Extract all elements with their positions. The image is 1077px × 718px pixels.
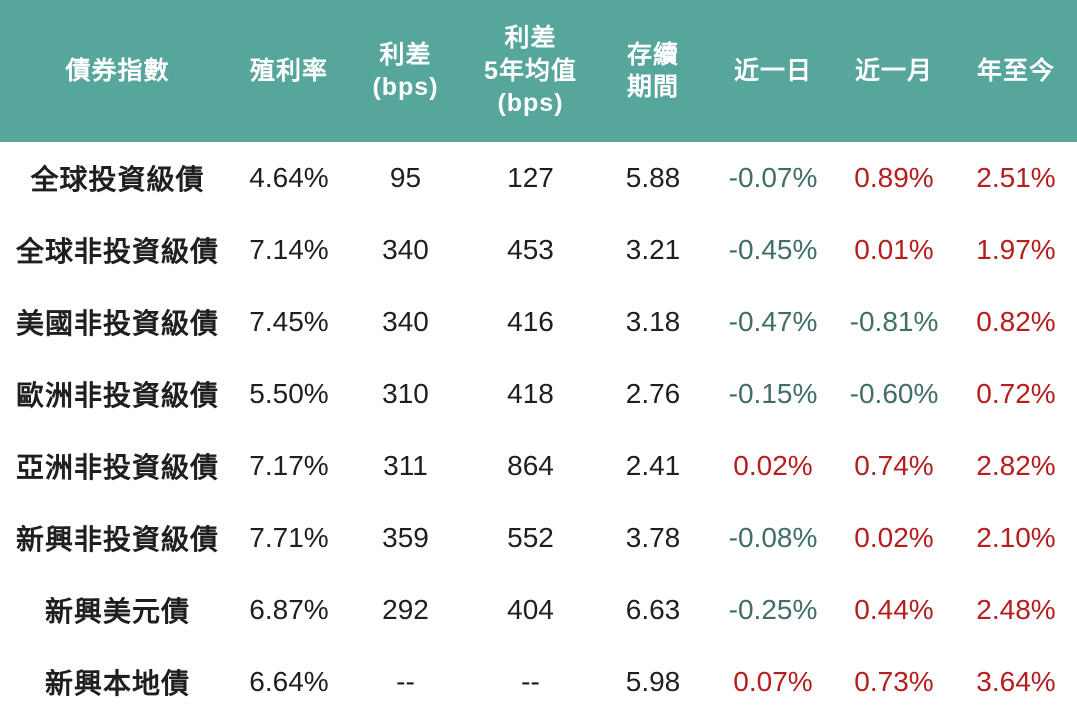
cell-spread_5y_avg: 127	[507, 162, 554, 193]
cell-yield: 7.45%	[249, 306, 329, 337]
cell-chg_1m: 0.74%	[854, 450, 934, 481]
cell-index: 美國非投資級債	[15, 308, 219, 339]
col-header-spread: 利差 (bps)	[343, 0, 468, 142]
cell-chg_1d: -0.15%	[728, 378, 818, 409]
cell-spread: 340	[382, 234, 429, 265]
cell-chg_ytd: 2.82%	[976, 450, 1056, 481]
cell-index: 全球投資級債	[30, 164, 205, 195]
table-row: 亞洲非投資級債 7.17% 311 864 2.41 0.02% 0.74% 2.82%	[0, 430, 1077, 502]
cell-spread_5y_avg: 416	[507, 306, 554, 337]
cell-chg_1d: -0.25%	[728, 594, 818, 625]
cell-duration: 2.76	[625, 378, 681, 409]
cell-duration: 5.98	[625, 666, 681, 697]
cell-chg_1m: -0.60%	[849, 378, 939, 409]
cell-spread: --	[396, 666, 415, 697]
cell-duration: 2.41	[625, 450, 681, 481]
table-row: 新興本地債 6.64% -- -- 5.98 0.07% 0.73% 3.64%	[0, 646, 1077, 718]
col-header-chg_1d: 近一日	[713, 0, 833, 142]
cell-spread: 310	[382, 378, 429, 409]
col-header-duration: 存續 期間	[593, 0, 713, 142]
cell-index: 全球非投資級債	[15, 236, 219, 267]
cell-chg_1d: 0.07%	[733, 666, 813, 697]
table-header-row: 債券指數 殖利率 利差 (bps) 利差 5年均值 (bps) 存續 期間 近一日 近一月年…	[0, 0, 1077, 142]
cell-spread_5y_avg: 418	[507, 378, 554, 409]
cell-spread: 359	[382, 522, 429, 553]
col-header-spread_5y_avg: 利差 5年均值 (bps)	[468, 0, 593, 142]
cell-chg_1m: 0.02%	[854, 522, 934, 553]
col-header-chg_ytd: 年至今	[955, 0, 1077, 142]
table-row: 美國非投資級債 7.45% 340 416 3.18 -0.47% -0.81% 0.82%	[0, 286, 1077, 358]
cell-spread_5y_avg: 404	[507, 594, 554, 625]
cell-duration: 3.18	[625, 306, 681, 337]
cell-chg_1d: -0.47%	[728, 306, 818, 337]
cell-chg_ytd: 0.82%	[976, 306, 1056, 337]
cell-spread: 292	[382, 594, 429, 625]
cell-duration: 3.21	[625, 234, 681, 265]
cell-yield: 7.17%	[249, 450, 329, 481]
cell-spread_5y_avg: 453	[507, 234, 554, 265]
cell-duration: 3.78	[625, 522, 681, 553]
col-header-chg_1m: 近一月	[833, 0, 955, 142]
cell-spread: 95	[389, 162, 422, 193]
cell-index: 新興美元債	[44, 596, 190, 627]
cell-chg_1m: -0.81%	[849, 306, 939, 337]
cell-chg_1m: 0.01%	[854, 234, 934, 265]
table-row: 全球非投資級債 7.14% 340 453 3.21 -0.45% 0.01% 1.97%	[0, 214, 1077, 286]
cell-chg_ytd: 3.64%	[976, 666, 1056, 697]
cell-chg_1d: -0.45%	[728, 234, 818, 265]
cell-yield: 7.71%	[249, 522, 329, 553]
cell-yield: 7.14%	[249, 234, 329, 265]
table-row: 新興非投資級債 7.71% 359 552 3.78 -0.08% 0.02% 2.10%	[0, 502, 1077, 574]
cell-spread: 311	[383, 450, 428, 481]
cell-yield: 6.87%	[249, 594, 329, 625]
cell-duration: 5.88	[625, 162, 681, 193]
cell-chg_1m: 0.89%	[854, 162, 934, 193]
cell-chg_1d: 0.02%	[733, 450, 813, 481]
cell-chg_ytd: 2.51%	[976, 162, 1056, 193]
table-row: 歐洲非投資級債 5.50% 310 418 2.76 -0.15% -0.60% 0.72%	[0, 358, 1077, 430]
cell-chg_ytd: 1.97%	[976, 234, 1056, 265]
cell-spread_5y_avg: --	[521, 666, 540, 697]
cell-spread: 340	[382, 306, 429, 337]
cell-chg_1d: -0.08%	[728, 522, 818, 553]
cell-chg_1m: 0.44%	[854, 594, 934, 625]
cell-yield: 6.64%	[249, 666, 329, 697]
cell-chg_1m: 0.73%	[854, 666, 934, 697]
col-header-index: 債券指數	[0, 0, 235, 142]
col-header-yield: 殖利率	[235, 0, 343, 142]
table-row: 新興美元債 6.87% 292 404 6.63 -0.25% 0.44% 2.48%	[0, 574, 1077, 646]
cell-index: 新興非投資級債	[15, 524, 219, 555]
cell-spread_5y_avg: 864	[507, 450, 554, 481]
cell-chg_ytd: 2.10%	[976, 522, 1056, 553]
cell-yield: 5.50%	[249, 378, 329, 409]
table-row: 全球投資級債 4.64% 95 127 5.88 -0.07% 0.89% 2.51%	[0, 142, 1077, 214]
cell-yield: 4.64%	[249, 162, 329, 193]
cell-index: 歐洲非投資級債	[15, 380, 219, 411]
cell-chg_ytd: 0.72%	[976, 378, 1056, 409]
cell-spread_5y_avg: 552	[507, 522, 554, 553]
cell-duration: 6.63	[625, 594, 681, 625]
cell-chg_ytd: 2.48%	[976, 594, 1056, 625]
cell-index: 亞洲非投資級債	[15, 452, 219, 483]
cell-chg_1d: -0.07%	[728, 162, 818, 193]
cell-index: 新興本地債	[44, 668, 190, 699]
